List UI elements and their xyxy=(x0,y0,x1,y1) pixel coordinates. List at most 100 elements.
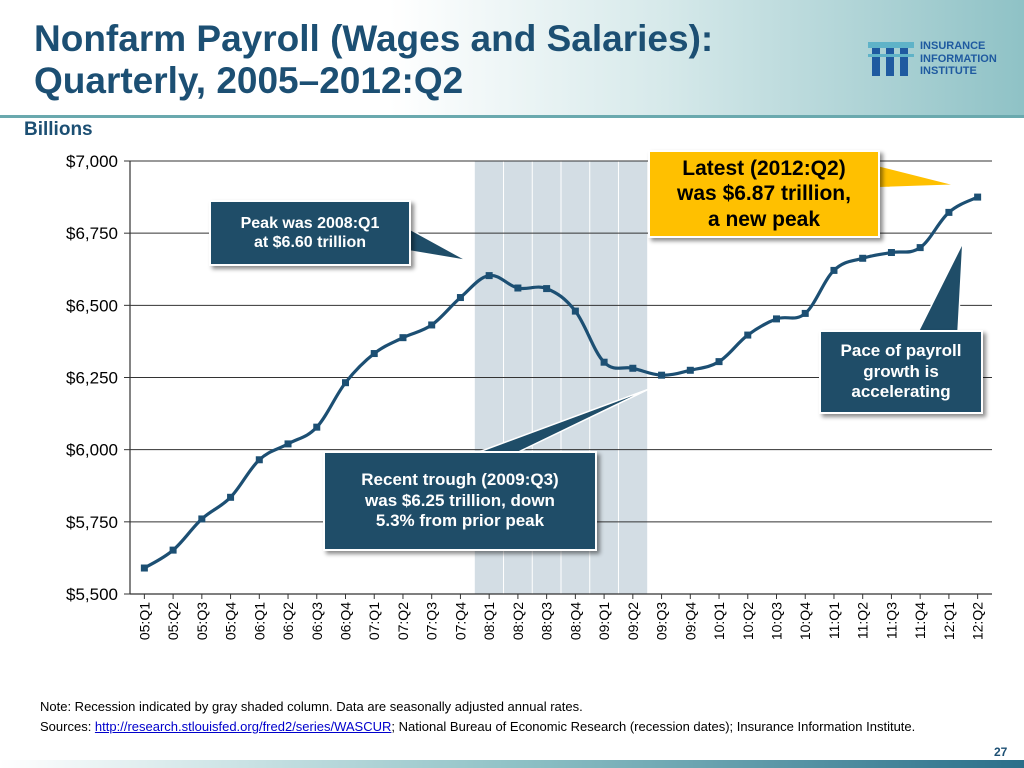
x-tick-label: 06:Q4 xyxy=(338,602,354,640)
callout-pace-pointer xyxy=(916,242,964,333)
callout-pace-line: growth is xyxy=(863,361,939,381)
x-tick-labels-group: 05:Q1 05:Q2 05:Q3 05:Q4 06:Q1 06:Q2 06:Q3 06:Q4… xyxy=(136,594,986,640)
x-tick-label: 08:Q3 xyxy=(539,602,555,640)
y-tick-label: $5,750 xyxy=(66,513,118,532)
x-tick-label: 05:Q3 xyxy=(194,602,210,640)
x-tick-label: 11:Q4 xyxy=(912,602,928,639)
y-tick-labels-group: $5,500 $5,750 $6,000 $6,250 $6,500 $6,750 $7,0… xyxy=(66,152,118,604)
data-point xyxy=(255,456,263,464)
x-tick-label: 09:Q3 xyxy=(654,602,670,640)
data-point xyxy=(198,515,206,523)
logo-wordmark: INSURANCE INFORMATION INSTITUTE xyxy=(920,40,997,78)
data-point xyxy=(169,546,177,554)
header-rule xyxy=(0,115,1024,118)
x-tick-label: 07:Q3 xyxy=(424,602,440,640)
callout-trough-line: 5.3% from prior peak xyxy=(375,511,545,531)
data-point xyxy=(945,208,953,216)
callout-latest-line: a new peak xyxy=(707,207,821,231)
y-tick-label: $6,750 xyxy=(66,224,118,243)
footer-bar xyxy=(0,760,1024,768)
fred-source-link[interactable]: http://research.stlouisfed.org/fred2/ser… xyxy=(94,719,392,734)
data-point xyxy=(887,249,895,257)
y-tick-label: $7,000 xyxy=(66,152,118,171)
data-point xyxy=(658,371,666,379)
x-tick-label: 07:Q2 xyxy=(395,602,411,640)
sources-suffix: ; National Bureau of Economic Research (… xyxy=(391,719,916,734)
data-point xyxy=(715,358,723,366)
x-tick-label: 10:Q1 xyxy=(711,602,727,640)
data-point xyxy=(974,193,982,201)
data-point xyxy=(801,309,809,317)
callout-latest-pointer xyxy=(871,163,956,189)
series-points-group xyxy=(140,193,982,572)
callout-trough-line: was $6.25 trillion, down xyxy=(365,490,555,510)
x-tick-label: 08:Q1 xyxy=(481,602,497,640)
callout-latest-line: was $6.87 trillion, xyxy=(677,182,851,206)
callout-pace-line: Pace of payroll xyxy=(840,341,962,361)
callout-trough: Recent trough (2009:Q3) was $6.25 trilli… xyxy=(323,451,597,551)
y-tick-label: $5,500 xyxy=(66,585,118,604)
x-tick-label: 09:Q4 xyxy=(682,602,698,640)
x-tick-label: 07:Q1 xyxy=(366,602,382,640)
data-point xyxy=(543,285,551,293)
axes-group xyxy=(129,161,992,595)
x-tick-label: 11:Q3 xyxy=(883,602,899,639)
x-tick-label: 08:Q4 xyxy=(567,602,583,640)
x-tick-label: 06:Q2 xyxy=(280,602,296,640)
callout-peak-line: Peak was 2008:Q1 xyxy=(240,214,380,232)
data-point xyxy=(227,493,235,501)
slide-title: Nonfarm Payroll (Wages and Salaries): Qu… xyxy=(34,18,834,102)
y-axis-units: Billions xyxy=(24,119,93,140)
data-point xyxy=(773,315,780,323)
x-tick-label: 10:Q3 xyxy=(769,602,785,640)
callout-latest: Latest (2012:Q2) was $6.87 trillion, a n… xyxy=(648,150,880,238)
x-tick-label: 09:Q2 xyxy=(625,602,641,640)
x-tick-label: 05:Q1 xyxy=(136,602,152,640)
iii-logo-icon xyxy=(868,42,914,76)
data-point xyxy=(485,272,493,280)
x-tick-label: 09:Q1 xyxy=(596,602,612,640)
data-point xyxy=(859,254,867,262)
page-number: 27 xyxy=(994,745,1008,759)
callout-peak-line: at $6.60 trillion xyxy=(253,234,367,251)
data-point xyxy=(284,440,292,448)
chart-sources: Sources: http://research.stlouisfed.org/… xyxy=(40,719,980,735)
header-band xyxy=(0,0,1024,118)
data-point xyxy=(514,284,522,292)
data-point xyxy=(399,334,407,342)
y-tick-label: $6,250 xyxy=(66,369,118,388)
x-tick-label: 05:Q4 xyxy=(223,602,239,640)
callout-pace-line: accelerating xyxy=(851,382,951,402)
logo-line: INSURANCE xyxy=(920,40,986,52)
callout-peak: Peak was 2008:Q1 at $6.60 trillion xyxy=(209,200,411,266)
x-tick-label: 11:Q2 xyxy=(855,602,871,639)
payroll-line-chart: $5,500 $5,750 $6,000 $6,250 $6,500 $6,750 $7,0… xyxy=(66,152,992,640)
data-point xyxy=(342,379,349,387)
data-point xyxy=(830,266,838,274)
x-tick-label: 12:Q1 xyxy=(941,602,957,640)
chart-note: Note: Recession indicated by gray shaded… xyxy=(40,699,583,714)
data-point xyxy=(571,307,579,315)
callout-pace: Pace of payroll growth is accelerating xyxy=(819,330,983,414)
x-tick-label: 12:Q2 xyxy=(970,602,986,640)
data-point xyxy=(916,244,924,252)
data-point xyxy=(744,331,752,339)
data-point xyxy=(140,564,148,572)
data-point xyxy=(456,294,464,302)
data-point xyxy=(313,423,321,431)
data-point xyxy=(370,350,378,358)
x-tick-label: 10:Q4 xyxy=(797,602,813,640)
x-tick-label: 10:Q2 xyxy=(740,602,756,640)
x-tick-label: 11:Q1 xyxy=(826,602,842,639)
logo-line: INFORMATION xyxy=(920,52,997,65)
y-tick-label: $6,000 xyxy=(66,441,118,460)
data-point xyxy=(428,321,436,329)
sources-prefix: Sources: xyxy=(40,719,95,734)
x-tick-label: 06:Q3 xyxy=(309,602,325,640)
logo-line: INSTITUTE xyxy=(920,65,977,77)
callout-trough-line: Recent trough (2009:Q3) xyxy=(361,470,559,490)
data-point xyxy=(686,366,694,374)
data-point xyxy=(629,364,637,372)
x-tick-label: 06:Q1 xyxy=(251,602,267,640)
x-tick-label: 08:Q2 xyxy=(510,602,526,640)
